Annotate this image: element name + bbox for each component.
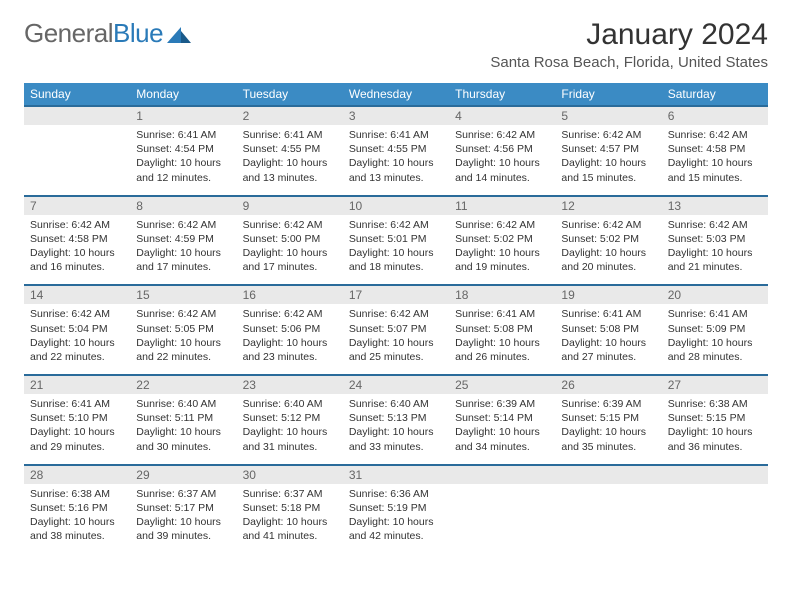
day-detail-cell	[662, 484, 768, 554]
day-detail-cell: Sunrise: 6:42 AM Sunset: 5:06 PM Dayligh…	[237, 304, 343, 375]
logo-mark-icon	[167, 25, 193, 43]
day-detail-cell: Sunrise: 6:42 AM Sunset: 4:57 PM Dayligh…	[555, 125, 661, 196]
day-detail-cell	[449, 484, 555, 554]
day-number-row: 123456	[24, 106, 768, 125]
day-number-cell: 13	[662, 196, 768, 215]
day-detail-cell: Sunrise: 6:42 AM Sunset: 5:02 PM Dayligh…	[449, 215, 555, 286]
day-detail-cell: Sunrise: 6:39 AM Sunset: 5:14 PM Dayligh…	[449, 394, 555, 465]
dow-sunday: Sunday	[24, 83, 130, 106]
day-number-cell: 14	[24, 285, 130, 304]
day-detail-cell: Sunrise: 6:42 AM Sunset: 4:56 PM Dayligh…	[449, 125, 555, 196]
day-number-cell: 31	[343, 465, 449, 484]
day-number-cell: 3	[343, 106, 449, 125]
month-title: January 2024	[490, 18, 768, 52]
day-detail-cell: Sunrise: 6:36 AM Sunset: 5:19 PM Dayligh…	[343, 484, 449, 554]
day-number-cell: 25	[449, 375, 555, 394]
calendar-body: 123456Sunrise: 6:41 AM Sunset: 4:54 PM D…	[24, 106, 768, 553]
location: Santa Rosa Beach, Florida, United States	[490, 54, 768, 71]
day-detail-cell: Sunrise: 6:42 AM Sunset: 4:58 PM Dayligh…	[24, 215, 130, 286]
day-detail-cell: Sunrise: 6:42 AM Sunset: 5:01 PM Dayligh…	[343, 215, 449, 286]
day-detail-cell: Sunrise: 6:41 AM Sunset: 5:08 PM Dayligh…	[555, 304, 661, 375]
day-detail-cell: Sunrise: 6:41 AM Sunset: 5:09 PM Dayligh…	[662, 304, 768, 375]
day-number-row: 78910111213	[24, 196, 768, 215]
day-detail-cell: Sunrise: 6:38 AM Sunset: 5:16 PM Dayligh…	[24, 484, 130, 554]
day-number-cell: 23	[237, 375, 343, 394]
day-number-cell: 17	[343, 285, 449, 304]
day-detail-cell: Sunrise: 6:37 AM Sunset: 5:18 PM Dayligh…	[237, 484, 343, 554]
day-number-cell: 26	[555, 375, 661, 394]
day-number-cell: 30	[237, 465, 343, 484]
title-block: January 2024 Santa Rosa Beach, Florida, …	[490, 18, 768, 71]
dow-monday: Monday	[130, 83, 236, 106]
day-number-cell: 22	[130, 375, 236, 394]
day-number-cell: 27	[662, 375, 768, 394]
day-detail-cell: Sunrise: 6:41 AM Sunset: 4:55 PM Dayligh…	[237, 125, 343, 196]
day-number-cell	[555, 465, 661, 484]
day-number-cell: 7	[24, 196, 130, 215]
dow-tuesday: Tuesday	[237, 83, 343, 106]
logo-text-general: General	[24, 18, 113, 48]
day-number-cell: 8	[130, 196, 236, 215]
header: GeneralBlue January 2024 Santa Rosa Beac…	[24, 18, 768, 71]
day-number-cell: 20	[662, 285, 768, 304]
dow-wednesday: Wednesday	[343, 83, 449, 106]
dow-saturday: Saturday	[662, 83, 768, 106]
day-detail-cell: Sunrise: 6:41 AM Sunset: 4:54 PM Dayligh…	[130, 125, 236, 196]
day-detail-cell	[24, 125, 130, 196]
day-detail-cell: Sunrise: 6:42 AM Sunset: 5:05 PM Dayligh…	[130, 304, 236, 375]
day-number-cell: 19	[555, 285, 661, 304]
day-detail-cell: Sunrise: 6:42 AM Sunset: 4:59 PM Dayligh…	[130, 215, 236, 286]
day-number-cell: 1	[130, 106, 236, 125]
day-detail-cell	[555, 484, 661, 554]
day-number-cell: 28	[24, 465, 130, 484]
logo: GeneralBlue	[24, 18, 193, 49]
day-detail-cell: Sunrise: 6:42 AM Sunset: 5:04 PM Dayligh…	[24, 304, 130, 375]
day-number-cell	[662, 465, 768, 484]
day-detail-cell: Sunrise: 6:39 AM Sunset: 5:15 PM Dayligh…	[555, 394, 661, 465]
day-detail-cell: Sunrise: 6:41 AM Sunset: 5:10 PM Dayligh…	[24, 394, 130, 465]
day-number-cell: 6	[662, 106, 768, 125]
day-number-cell: 18	[449, 285, 555, 304]
day-detail-cell: Sunrise: 6:42 AM Sunset: 5:03 PM Dayligh…	[662, 215, 768, 286]
day-detail-row: Sunrise: 6:42 AM Sunset: 5:04 PM Dayligh…	[24, 304, 768, 375]
day-number-cell	[449, 465, 555, 484]
day-detail-cell: Sunrise: 6:40 AM Sunset: 5:12 PM Dayligh…	[237, 394, 343, 465]
day-number-cell: 2	[237, 106, 343, 125]
day-detail-cell: Sunrise: 6:42 AM Sunset: 5:00 PM Dayligh…	[237, 215, 343, 286]
day-number-row: 14151617181920	[24, 285, 768, 304]
day-number-cell: 24	[343, 375, 449, 394]
logo-text: GeneralBlue	[24, 18, 163, 49]
day-detail-cell: Sunrise: 6:41 AM Sunset: 4:55 PM Dayligh…	[343, 125, 449, 196]
day-number-cell: 4	[449, 106, 555, 125]
day-detail-cell: Sunrise: 6:40 AM Sunset: 5:11 PM Dayligh…	[130, 394, 236, 465]
calendar-table: Sunday Monday Tuesday Wednesday Thursday…	[24, 83, 768, 553]
dow-thursday: Thursday	[449, 83, 555, 106]
logo-text-blue: Blue	[113, 18, 163, 48]
day-detail-cell: Sunrise: 6:42 AM Sunset: 5:02 PM Dayligh…	[555, 215, 661, 286]
day-detail-cell: Sunrise: 6:42 AM Sunset: 4:58 PM Dayligh…	[662, 125, 768, 196]
day-detail-cell: Sunrise: 6:40 AM Sunset: 5:13 PM Dayligh…	[343, 394, 449, 465]
day-detail-cell: Sunrise: 6:38 AM Sunset: 5:15 PM Dayligh…	[662, 394, 768, 465]
dow-friday: Friday	[555, 83, 661, 106]
day-of-week-row: Sunday Monday Tuesday Wednesday Thursday…	[24, 83, 768, 106]
day-detail-row: Sunrise: 6:41 AM Sunset: 5:10 PM Dayligh…	[24, 394, 768, 465]
day-number-cell: 11	[449, 196, 555, 215]
day-number-cell	[24, 106, 130, 125]
day-detail-row: Sunrise: 6:38 AM Sunset: 5:16 PM Dayligh…	[24, 484, 768, 554]
day-number-cell: 29	[130, 465, 236, 484]
day-detail-cell: Sunrise: 6:42 AM Sunset: 5:07 PM Dayligh…	[343, 304, 449, 375]
day-detail-row: Sunrise: 6:42 AM Sunset: 4:58 PM Dayligh…	[24, 215, 768, 286]
day-number-cell: 12	[555, 196, 661, 215]
day-detail-cell: Sunrise: 6:41 AM Sunset: 5:08 PM Dayligh…	[449, 304, 555, 375]
day-number-cell: 10	[343, 196, 449, 215]
day-number-cell: 5	[555, 106, 661, 125]
day-number-row: 21222324252627	[24, 375, 768, 394]
day-number-cell: 16	[237, 285, 343, 304]
day-number-cell: 21	[24, 375, 130, 394]
day-number-row: 28293031	[24, 465, 768, 484]
day-detail-row: Sunrise: 6:41 AM Sunset: 4:54 PM Dayligh…	[24, 125, 768, 196]
day-number-cell: 15	[130, 285, 236, 304]
day-detail-cell: Sunrise: 6:37 AM Sunset: 5:17 PM Dayligh…	[130, 484, 236, 554]
day-number-cell: 9	[237, 196, 343, 215]
